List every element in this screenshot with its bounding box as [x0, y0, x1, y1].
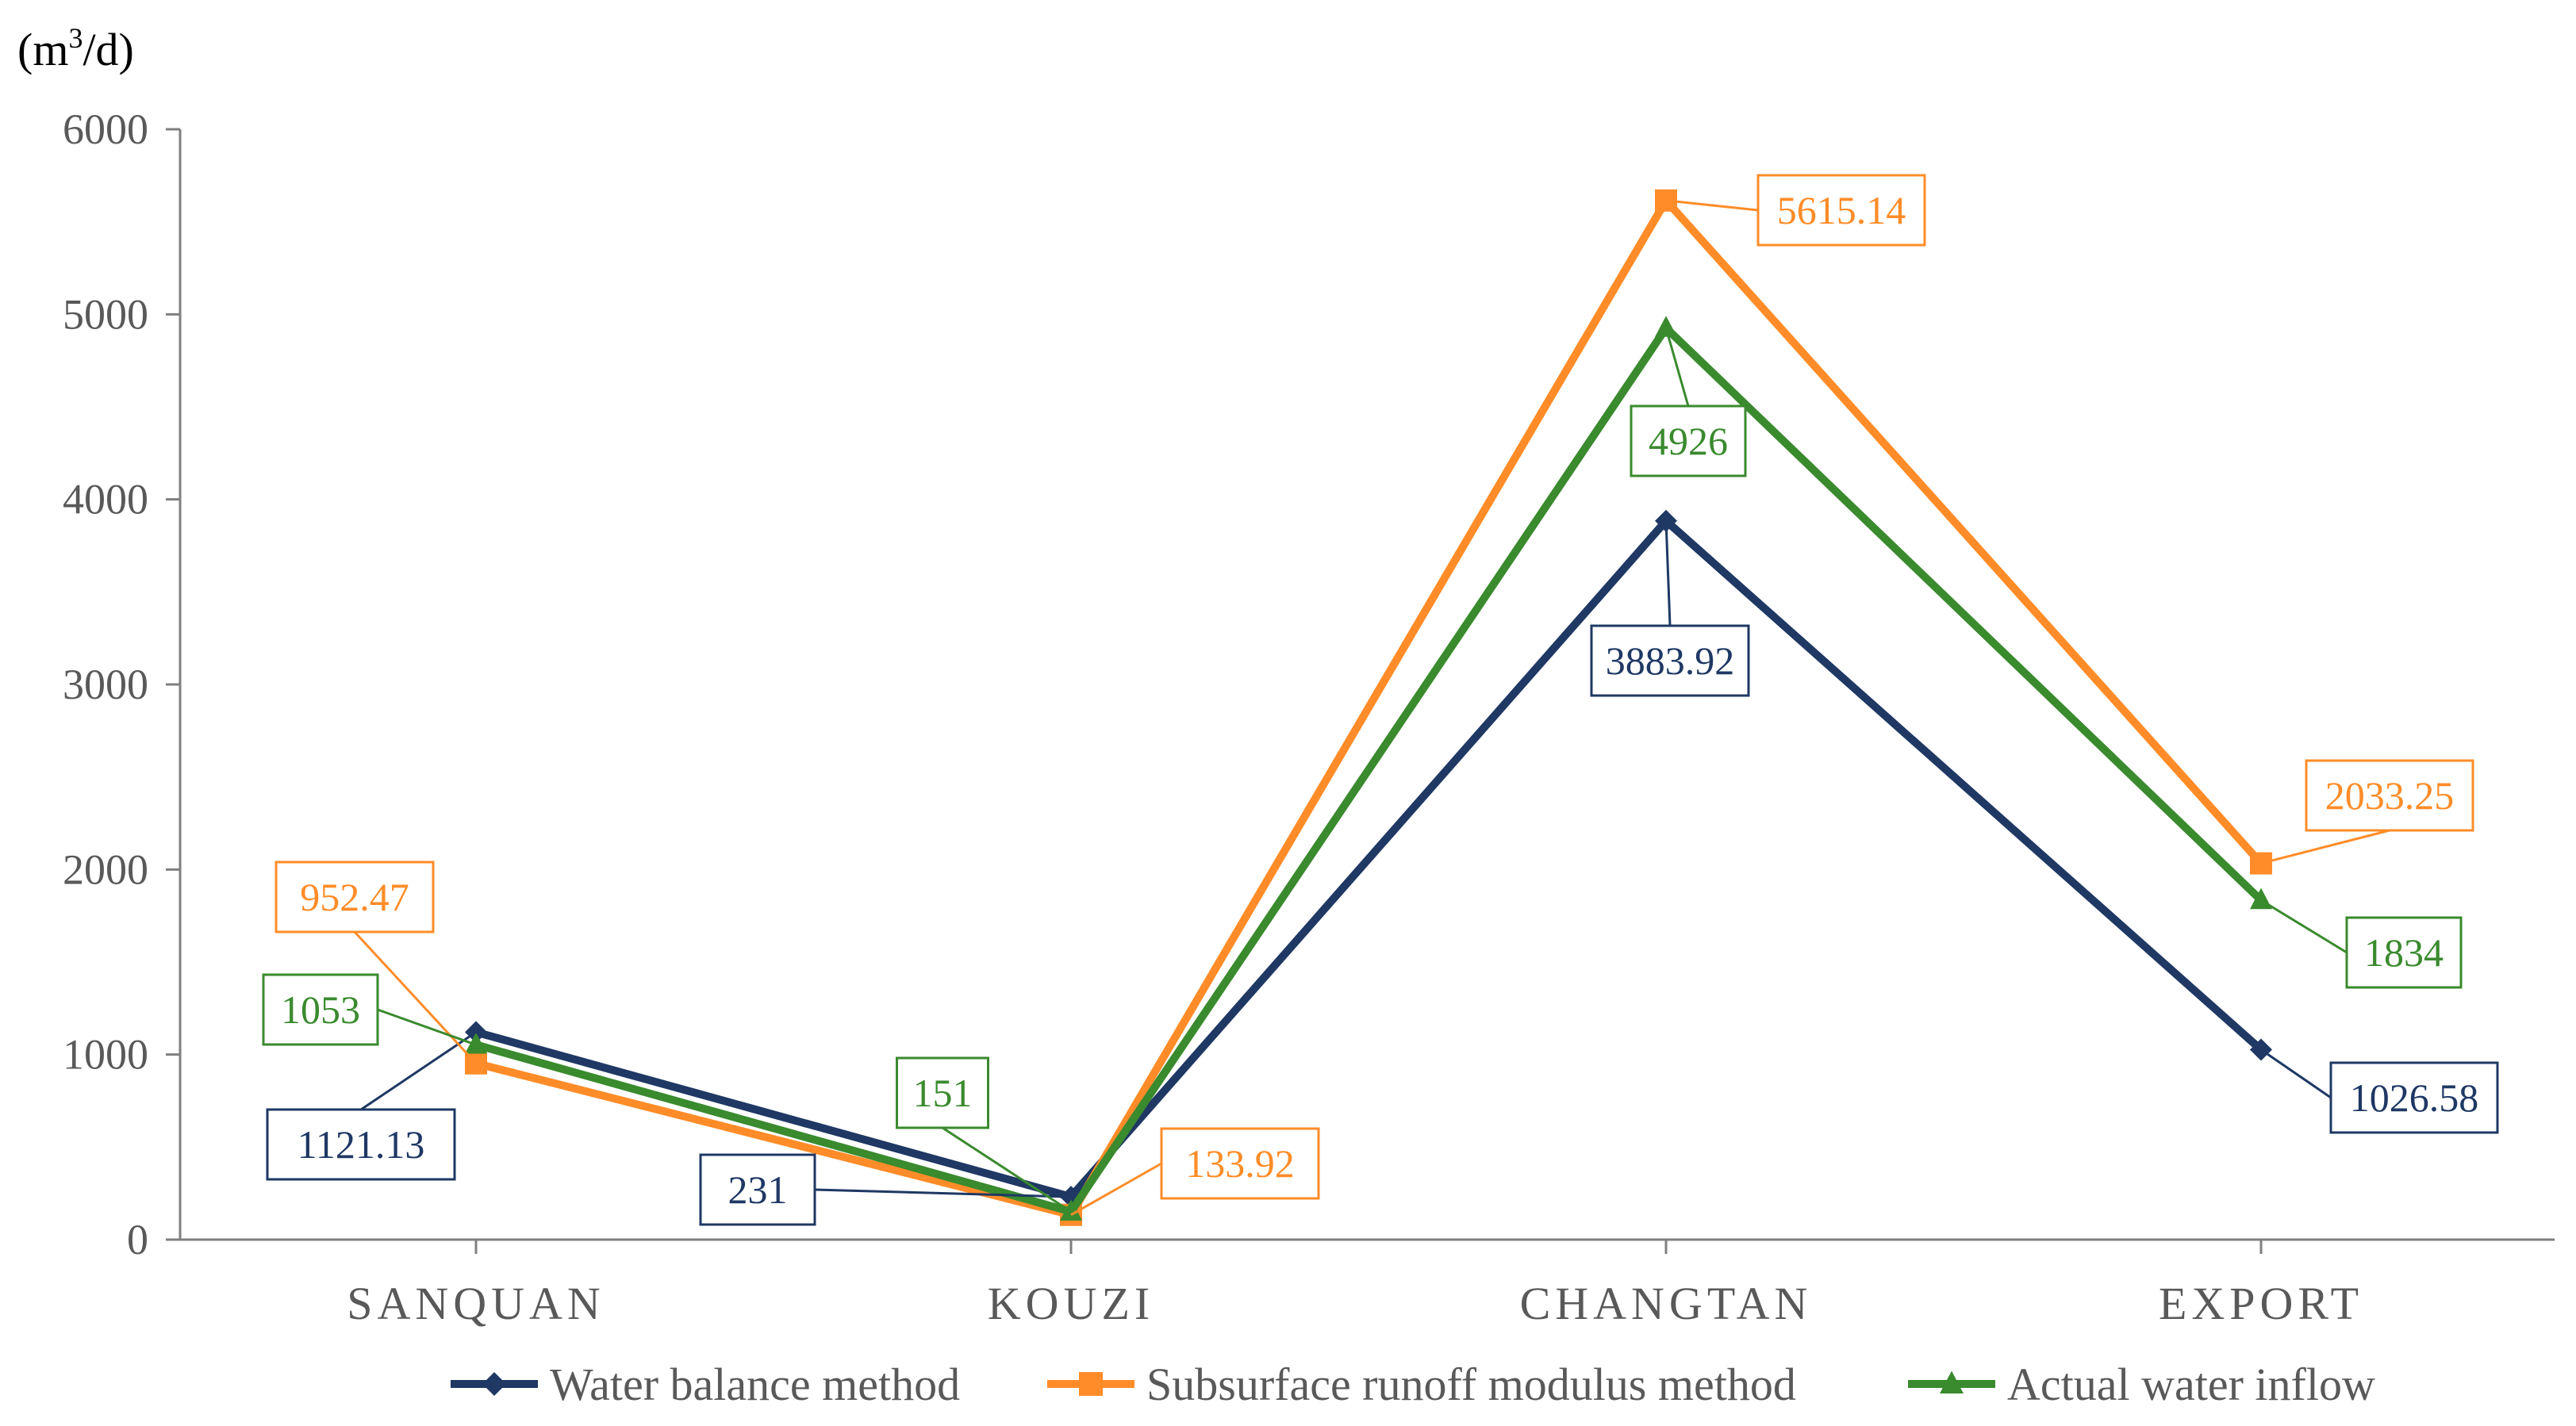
data-label-value: 133.92 [1185, 1141, 1295, 1186]
data-label-leader [1070, 1162, 1162, 1217]
data-label-water-balance: 3883.92 [1590, 520, 1750, 697]
legend-item-actual-inflow: Actual water inflow [1908, 1359, 2375, 1410]
data-point-actual-inflow [465, 1032, 487, 1054]
series-actual-inflow [465, 316, 2272, 1221]
data-label-value: 231 [728, 1167, 788, 1212]
y-axis-ticks: 0 1000 2000 3000 4000 5000 6000 [63, 105, 180, 1263]
y-tick-label: 4000 [63, 476, 148, 523]
data-label-value: 4926 [1649, 419, 1728, 463]
series-subsurface-runoff [465, 189, 2272, 1226]
data-label-box [262, 973, 379, 1046]
data-label-value: 5615.14 [1777, 188, 1906, 232]
data-label-value: 1121.13 [298, 1122, 425, 1167]
data-label-box [266, 1108, 456, 1181]
legend-label: Actual water inflow [2007, 1359, 2375, 1410]
plot-area: 0 1000 2000 3000 4000 5000 6000 SANQUAN KOUZI CH… [63, 105, 2555, 1329]
data-label-value: 3883.92 [1606, 638, 1735, 683]
y-tick-label: 3000 [63, 661, 148, 708]
data-label-value: 2033.25 [2325, 773, 2455, 818]
data-label-value: 1026.58 [2350, 1075, 2479, 1120]
y-tick-label: 6000 [63, 105, 148, 153]
y-axis-unit-label: (m3/d) [17, 22, 134, 75]
data-label-actual-inflow: 1834 [2260, 899, 2463, 989]
series-water-balance [465, 509, 2272, 1209]
data-label-leader [353, 930, 478, 1064]
legend-marker [1079, 1372, 1103, 1396]
data-label-subsurface-runoff: 133.92 [1070, 1127, 1320, 1217]
data-label-value: 1834 [2364, 930, 2444, 975]
data-label-box [896, 1056, 989, 1129]
data-label-leader [2260, 899, 2348, 954]
data-label-leader [2260, 829, 2390, 865]
data-label-leader [942, 1126, 1072, 1213]
data-label-leader [1664, 328, 1690, 407]
data-label-leader [2260, 1048, 2332, 1099]
legend-label: Subsurface runoff modulus method [1146, 1359, 1796, 1410]
data-label-box [2345, 916, 2463, 989]
data-label-actual-inflow: 4926 [1630, 328, 1747, 477]
y-tick-label: 1000 [63, 1031, 148, 1079]
legend: Water balance method Subsurface runoff mo… [451, 1359, 2375, 1410]
data-label-layer: 1121.13 231 3883.92 1026.58 952.47 133.92 5615… [262, 174, 2499, 1226]
legend-item-subsurface-runoff: Subsurface runoff modulus method [1047, 1359, 1796, 1410]
data-label-water-balance: 1121.13 [266, 1031, 477, 1181]
data-label-water-balance: 1026.58 [2260, 1048, 2499, 1134]
data-point-actual-inflow [1655, 316, 1677, 337]
series-line-water-balance [474, 515, 2264, 1202]
series-line-subsurface-runoff [474, 194, 2264, 1220]
data-label-value: 952.47 [300, 875, 409, 919]
x-axis-ticks: SANQUAN KOUZI CHANGTAN EXPORT [347, 1240, 2363, 1329]
data-label-subsurface-runoff: 5615.14 [1665, 174, 1926, 247]
y-tick-label: 2000 [63, 845, 148, 893]
legend-label: Water balance method [550, 1359, 960, 1410]
data-label-leader [360, 1031, 477, 1111]
data-label-box [1630, 404, 1747, 477]
data-label-value: 151 [913, 1071, 973, 1115]
x-tick-label: KOUZI [988, 1278, 1154, 1329]
x-tick-label: CHANGTAN [1520, 1278, 1813, 1329]
legend-marker [482, 1372, 506, 1396]
data-point-actual-inflow [1060, 1199, 1082, 1221]
y-tick-label: 0 [127, 1216, 148, 1263]
data-label-actual-inflow: 1053 [262, 973, 477, 1046]
data-label-box [1590, 624, 1750, 697]
data-label-leader [1665, 199, 1759, 212]
legend-item-water-balance: Water balance method [451, 1359, 960, 1410]
data-label-box [2305, 759, 2474, 832]
y-tick-label: 5000 [63, 290, 148, 338]
x-tick-label: SANQUAN [347, 1278, 605, 1329]
data-label-box [699, 1153, 816, 1226]
data-label-water-balance: 231 [699, 1153, 1072, 1226]
data-label-box [274, 861, 435, 933]
data-label-value: 1053 [281, 987, 360, 1032]
data-label-actual-inflow: 151 [896, 1056, 1072, 1213]
data-label-leader [814, 1188, 1072, 1198]
legend-marker [1940, 1370, 1964, 1393]
series-layer [465, 189, 2272, 1226]
data-label-box [1160, 1127, 1320, 1200]
data-label-leader [1664, 520, 1672, 627]
series-line-actual-inflow [474, 321, 2264, 1217]
data-label-box [2329, 1061, 2499, 1134]
x-tick-label: EXPORT [2159, 1278, 2363, 1329]
data-label-leader [377, 1008, 477, 1046]
data-label-subsurface-runoff: 952.47 [274, 861, 478, 1064]
data-label-box [1756, 174, 1926, 247]
data-label-subsurface-runoff: 2033.25 [2260, 759, 2474, 865]
